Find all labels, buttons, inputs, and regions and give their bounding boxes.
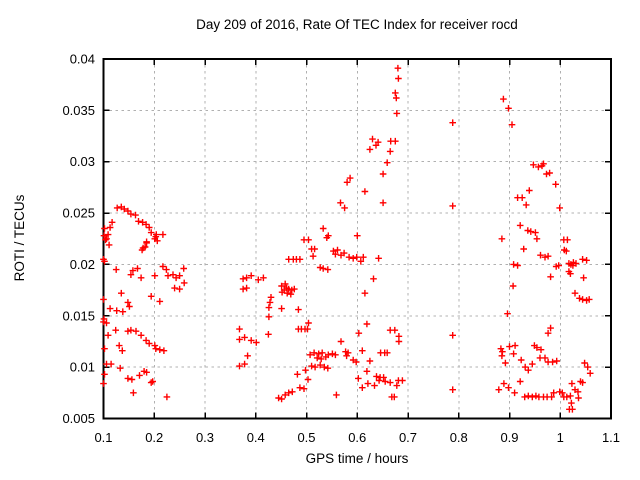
x-tick-label: 1 — [557, 430, 564, 445]
x-tick-label: 0.8 — [450, 430, 468, 445]
y-tick-label: 0.01 — [70, 360, 95, 375]
x-tick-label: 0.4 — [247, 430, 265, 445]
x-tick-label: 0.9 — [500, 430, 518, 445]
y-axis-label: ROTI / TECUs — [12, 194, 27, 281]
x-tick-label: 0.1 — [94, 430, 112, 445]
x-tick-labels: 0.1 0.2 0.3 0.4 0.5 0.6 0.7 0.8 0.9 1 1.1 — [94, 430, 620, 445]
x-tick-label: 0.3 — [196, 430, 214, 445]
y-tick-label: 0.025 — [62, 206, 95, 221]
scatter-points — [100, 64, 594, 413]
y-tick-label: 0.04 — [70, 52, 95, 67]
x-tick-label: 1.1 — [602, 430, 620, 445]
x-axis-label: GPS time / hours — [306, 451, 409, 466]
y-tick-label: 0.015 — [62, 308, 95, 323]
x-tick-label: 0.7 — [399, 430, 417, 445]
y-tick-label: 0.035 — [62, 103, 95, 118]
y-tick-label: 0.005 — [62, 411, 95, 426]
grid-lines — [103, 59, 611, 419]
x-tick-label: 0.6 — [348, 430, 366, 445]
x-tick-label: 0.5 — [297, 430, 315, 445]
y-tick-labels: 0.005 0.01 0.015 0.02 0.025 0.03 0.035 0.04 — [62, 52, 95, 427]
x-tick-label: 0.2 — [145, 430, 163, 445]
y-tick-label: 0.03 — [70, 154, 95, 169]
y-tick-label: 0.02 — [70, 257, 95, 272]
chart-title: Day 209 of 2016, Rate Of TEC Index for r… — [196, 17, 518, 32]
data-point-markers — [100, 64, 594, 413]
